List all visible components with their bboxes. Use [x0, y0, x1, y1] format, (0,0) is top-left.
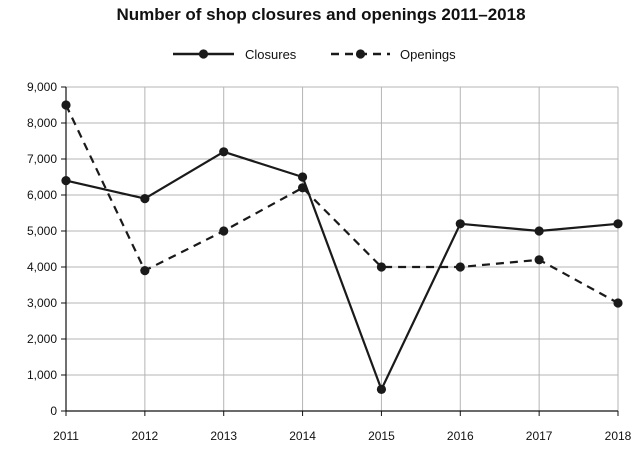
axes: 0 1,000 2,000 3,000 4,000 5,000 6,000 7,000 8,00…	[27, 80, 632, 443]
closures-point	[376, 384, 387, 394]
closures-point	[219, 147, 229, 157]
closures-point	[61, 176, 71, 186]
y-tick-label: 6,000	[27, 188, 57, 202]
x-tick-label: 2013	[210, 429, 237, 443]
closures-point	[534, 226, 544, 236]
closures-point	[455, 219, 465, 229]
x-tick-label: 2014	[289, 429, 316, 443]
x-tick-label: 2012	[132, 429, 159, 443]
y-tick-label: 5,000	[27, 224, 57, 238]
openings-point	[613, 298, 623, 308]
y-tick-label: 3,000	[27, 296, 57, 310]
y-tick-label: 8,000	[27, 116, 57, 130]
legend-closures-label: Closures	[245, 47, 297, 62]
gridlines	[66, 86, 619, 411]
x-tick-label: 2011	[53, 429, 79, 443]
chart-title: Number of shop closures and openings 201…	[116, 5, 526, 24]
y-tick-label: 1,000	[27, 368, 57, 382]
closures-point	[140, 194, 150, 204]
openings-line	[65, 104, 619, 304]
openings-point	[219, 226, 229, 236]
y-tick-label: 2,000	[27, 332, 57, 346]
y-tick-label: 4,000	[27, 260, 57, 274]
series-lines	[61, 100, 623, 394]
openings-point	[376, 262, 387, 272]
x-tick-label: 2016	[447, 429, 474, 443]
y-tick-label: 9,000	[27, 80, 57, 94]
openings-point	[61, 100, 71, 110]
openings-point	[534, 255, 544, 265]
legend-closures-marker	[198, 49, 209, 59]
x-tick-label: 2015	[368, 429, 395, 443]
openings-point	[140, 266, 150, 276]
x-tick-label: 2017	[526, 429, 553, 443]
y-tick-label: 7,000	[27, 152, 57, 166]
legend-openings-label: Openings	[400, 47, 456, 62]
closures-point	[613, 219, 623, 229]
legend-openings-marker	[355, 49, 366, 59]
closures-line	[65, 150, 619, 391]
x-tick-label: 2018	[605, 429, 632, 443]
closures-point	[297, 172, 308, 182]
legend: Closures Openings	[173, 47, 456, 62]
y-tick-label: 0	[50, 404, 57, 418]
openings-point	[297, 183, 308, 193]
openings-point	[455, 262, 465, 272]
